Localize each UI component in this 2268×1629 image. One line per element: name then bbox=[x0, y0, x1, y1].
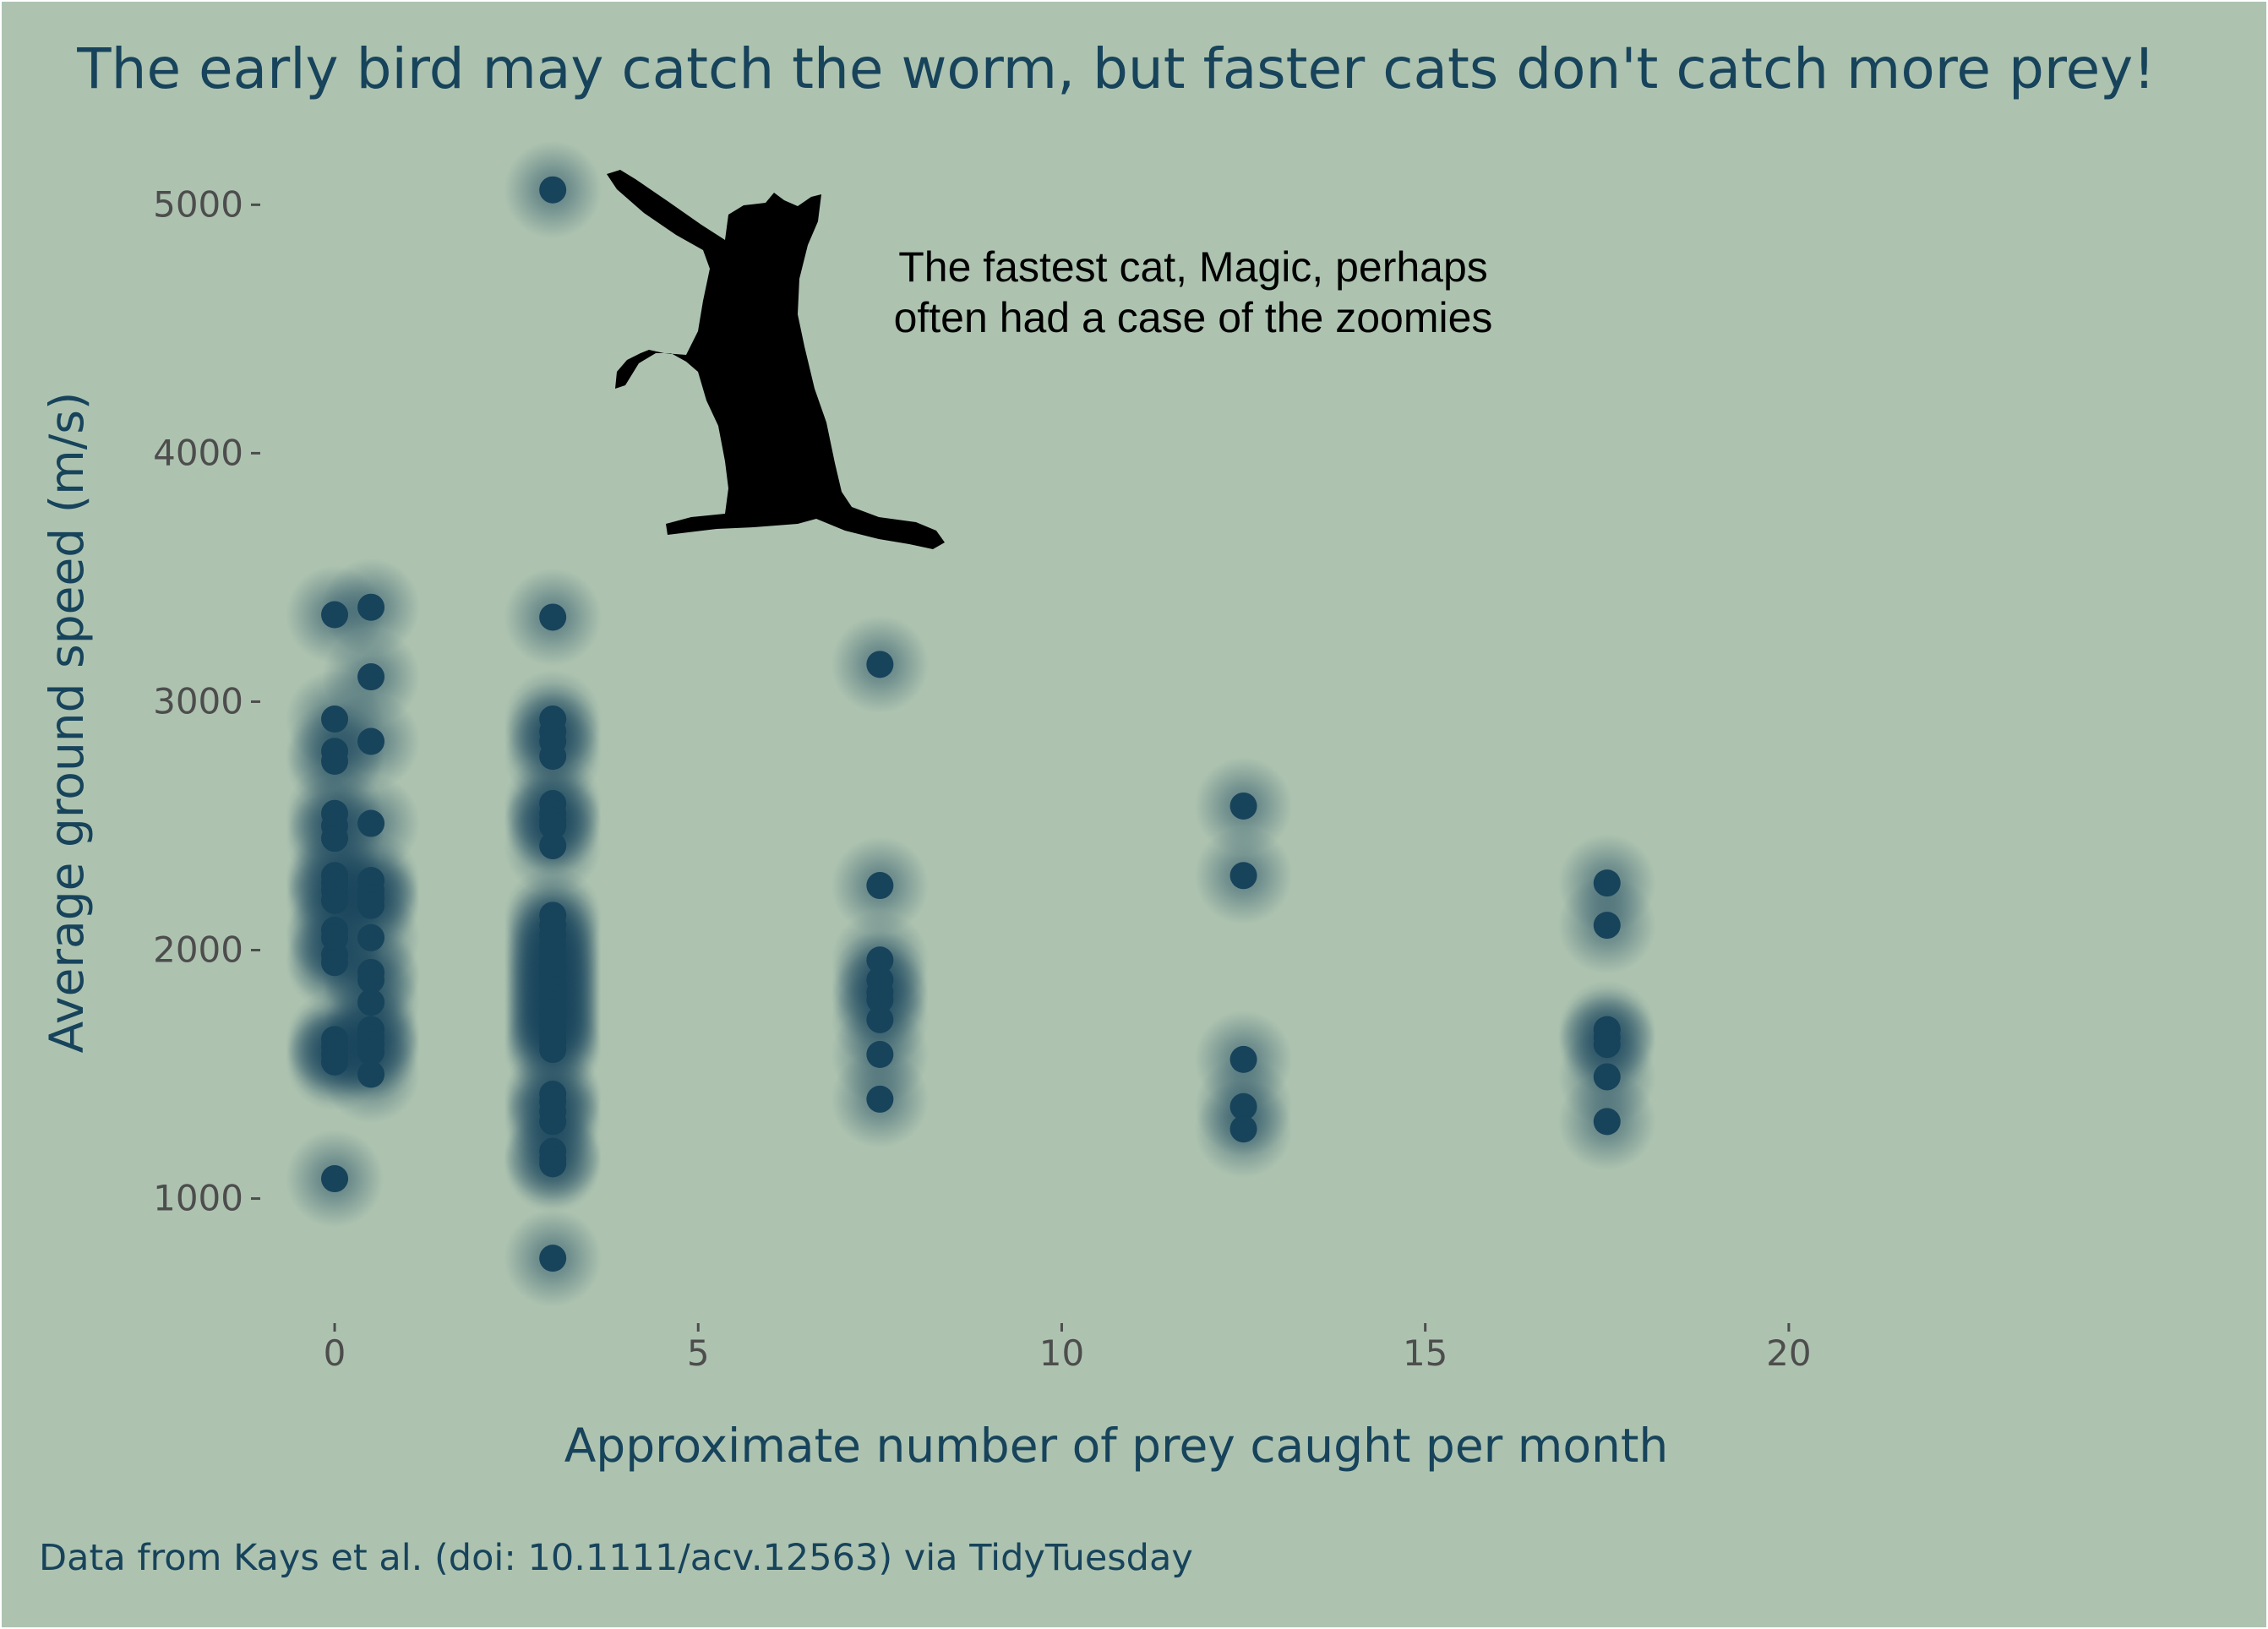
y-axis: 1000 2000 3000 4000 5000 bbox=[153, 183, 260, 1219]
y-tick-label: 2000 bbox=[153, 929, 243, 971]
data-point bbox=[866, 1041, 894, 1069]
chart-caption: Data from Kays et al. (doi: 10.1111/acv.… bbox=[39, 1537, 1193, 1579]
y-axis-label: Average ground speed (m/s) bbox=[40, 392, 94, 1054]
data-point bbox=[866, 986, 894, 1014]
data-point bbox=[357, 1038, 385, 1066]
y-tick-label: 5000 bbox=[153, 183, 243, 225]
x-tick-label: 5 bbox=[687, 1332, 710, 1374]
data-point bbox=[357, 1060, 385, 1088]
data-point bbox=[866, 1085, 894, 1113]
data-point bbox=[539, 176, 567, 204]
y-tick-label: 1000 bbox=[153, 1178, 243, 1219]
annotation-line-2: often had a case of the zoomies bbox=[894, 294, 1493, 341]
data-point bbox=[357, 966, 385, 994]
cat-silhouette-icon bbox=[607, 170, 945, 549]
data-point bbox=[539, 1150, 567, 1178]
x-tick-label: 20 bbox=[1766, 1332, 1811, 1374]
data-point bbox=[1593, 912, 1621, 940]
data-point bbox=[539, 743, 567, 771]
data-point bbox=[539, 1245, 567, 1272]
y-tick-label: 3000 bbox=[153, 680, 243, 722]
data-point bbox=[866, 651, 894, 678]
data-point bbox=[539, 1108, 567, 1136]
data-point bbox=[321, 1048, 349, 1076]
data-point bbox=[1229, 792, 1257, 820]
data-point bbox=[321, 601, 349, 629]
y-tick-label: 4000 bbox=[153, 432, 243, 473]
data-point bbox=[1593, 1108, 1621, 1136]
chart-title: The early bird may catch the worm, but f… bbox=[76, 36, 2155, 101]
data-point bbox=[1229, 1115, 1257, 1143]
x-tick-label: 10 bbox=[1039, 1332, 1084, 1374]
data-point bbox=[357, 989, 385, 1016]
annotation-line-1: The fastest cat, Magic, perhaps bbox=[898, 243, 1488, 291]
data-point bbox=[539, 831, 567, 859]
data-point bbox=[539, 603, 567, 631]
x-axis-label: Approximate number of prey caught per mo… bbox=[564, 1419, 1669, 1473]
data-point bbox=[1593, 869, 1621, 897]
data-point bbox=[866, 872, 894, 900]
data-point bbox=[357, 809, 385, 837]
data-point bbox=[539, 1036, 567, 1064]
point-layer bbox=[321, 176, 1621, 1272]
data-point bbox=[357, 923, 385, 951]
data-point bbox=[539, 812, 567, 840]
x-tick-label: 0 bbox=[324, 1332, 346, 1374]
data-point bbox=[321, 1165, 349, 1193]
data-point bbox=[1593, 1063, 1621, 1091]
data-point bbox=[1593, 1031, 1621, 1059]
data-point bbox=[321, 825, 349, 853]
data-point bbox=[357, 891, 385, 919]
data-point bbox=[357, 727, 385, 755]
x-tick-label: 15 bbox=[1403, 1332, 1447, 1374]
data-point bbox=[1229, 862, 1257, 890]
data-point bbox=[866, 1005, 894, 1033]
data-point bbox=[1229, 1045, 1257, 1073]
data-point bbox=[321, 748, 349, 776]
data-point bbox=[321, 886, 349, 914]
data-point bbox=[321, 949, 349, 977]
data-point bbox=[321, 706, 349, 733]
data-point bbox=[1229, 1092, 1257, 1120]
x-axis: 0 5 10 15 20 bbox=[324, 1323, 1812, 1374]
data-point bbox=[357, 663, 385, 691]
data-point bbox=[357, 593, 385, 621]
data-point bbox=[866, 946, 894, 974]
